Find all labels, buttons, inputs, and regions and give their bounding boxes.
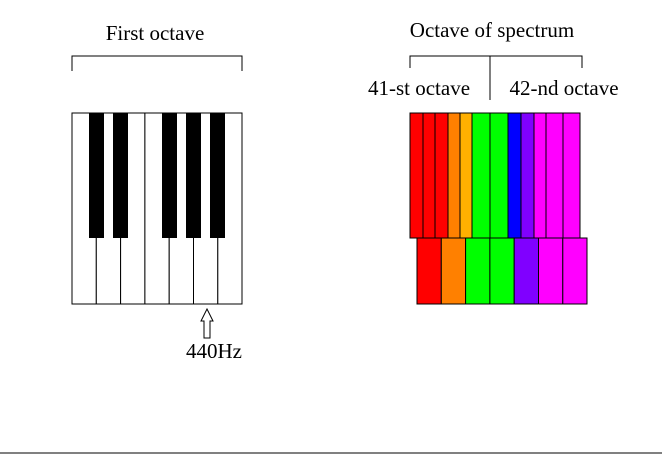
first-octave-label: 41-st octave <box>368 76 470 100</box>
spectrum-strip <box>507 112 522 239</box>
spectrum-keyboard <box>409 112 588 305</box>
black-key <box>113 113 128 238</box>
spectrum-key <box>538 237 564 305</box>
black-key <box>89 113 104 238</box>
spectrum-key <box>416 237 442 305</box>
spectrum-strip <box>434 112 449 239</box>
spectrum-key <box>465 237 491 305</box>
spectrum-key <box>562 237 588 305</box>
spectrum-strip <box>409 112 424 239</box>
black-key <box>186 113 201 238</box>
right-title: Octave of spectrum <box>410 18 574 42</box>
spectrum-strip <box>422 112 436 239</box>
spectrum-strip <box>447 112 461 239</box>
black-key <box>210 113 225 238</box>
spectrum-strip <box>471 112 491 239</box>
spectrum-key <box>440 237 467 305</box>
spectrum-strip <box>459 112 473 239</box>
spectrum-key <box>513 237 540 305</box>
marker-label: 440Hz <box>186 339 242 363</box>
spectrum-strip <box>520 112 535 239</box>
second-octave-label: 42-nd octave <box>509 76 618 100</box>
left-title: First octave <box>106 21 205 45</box>
spectrum-strip <box>545 112 564 239</box>
left-bracket <box>71 55 243 71</box>
black-key <box>162 113 177 238</box>
spectrum-key <box>489 237 515 305</box>
spectrum-strip <box>533 112 547 239</box>
arrow <box>200 307 214 339</box>
spectrum-strip <box>562 112 581 239</box>
piano <box>71 112 243 305</box>
right-bracket <box>409 55 583 100</box>
spectrum-strip <box>489 112 509 239</box>
